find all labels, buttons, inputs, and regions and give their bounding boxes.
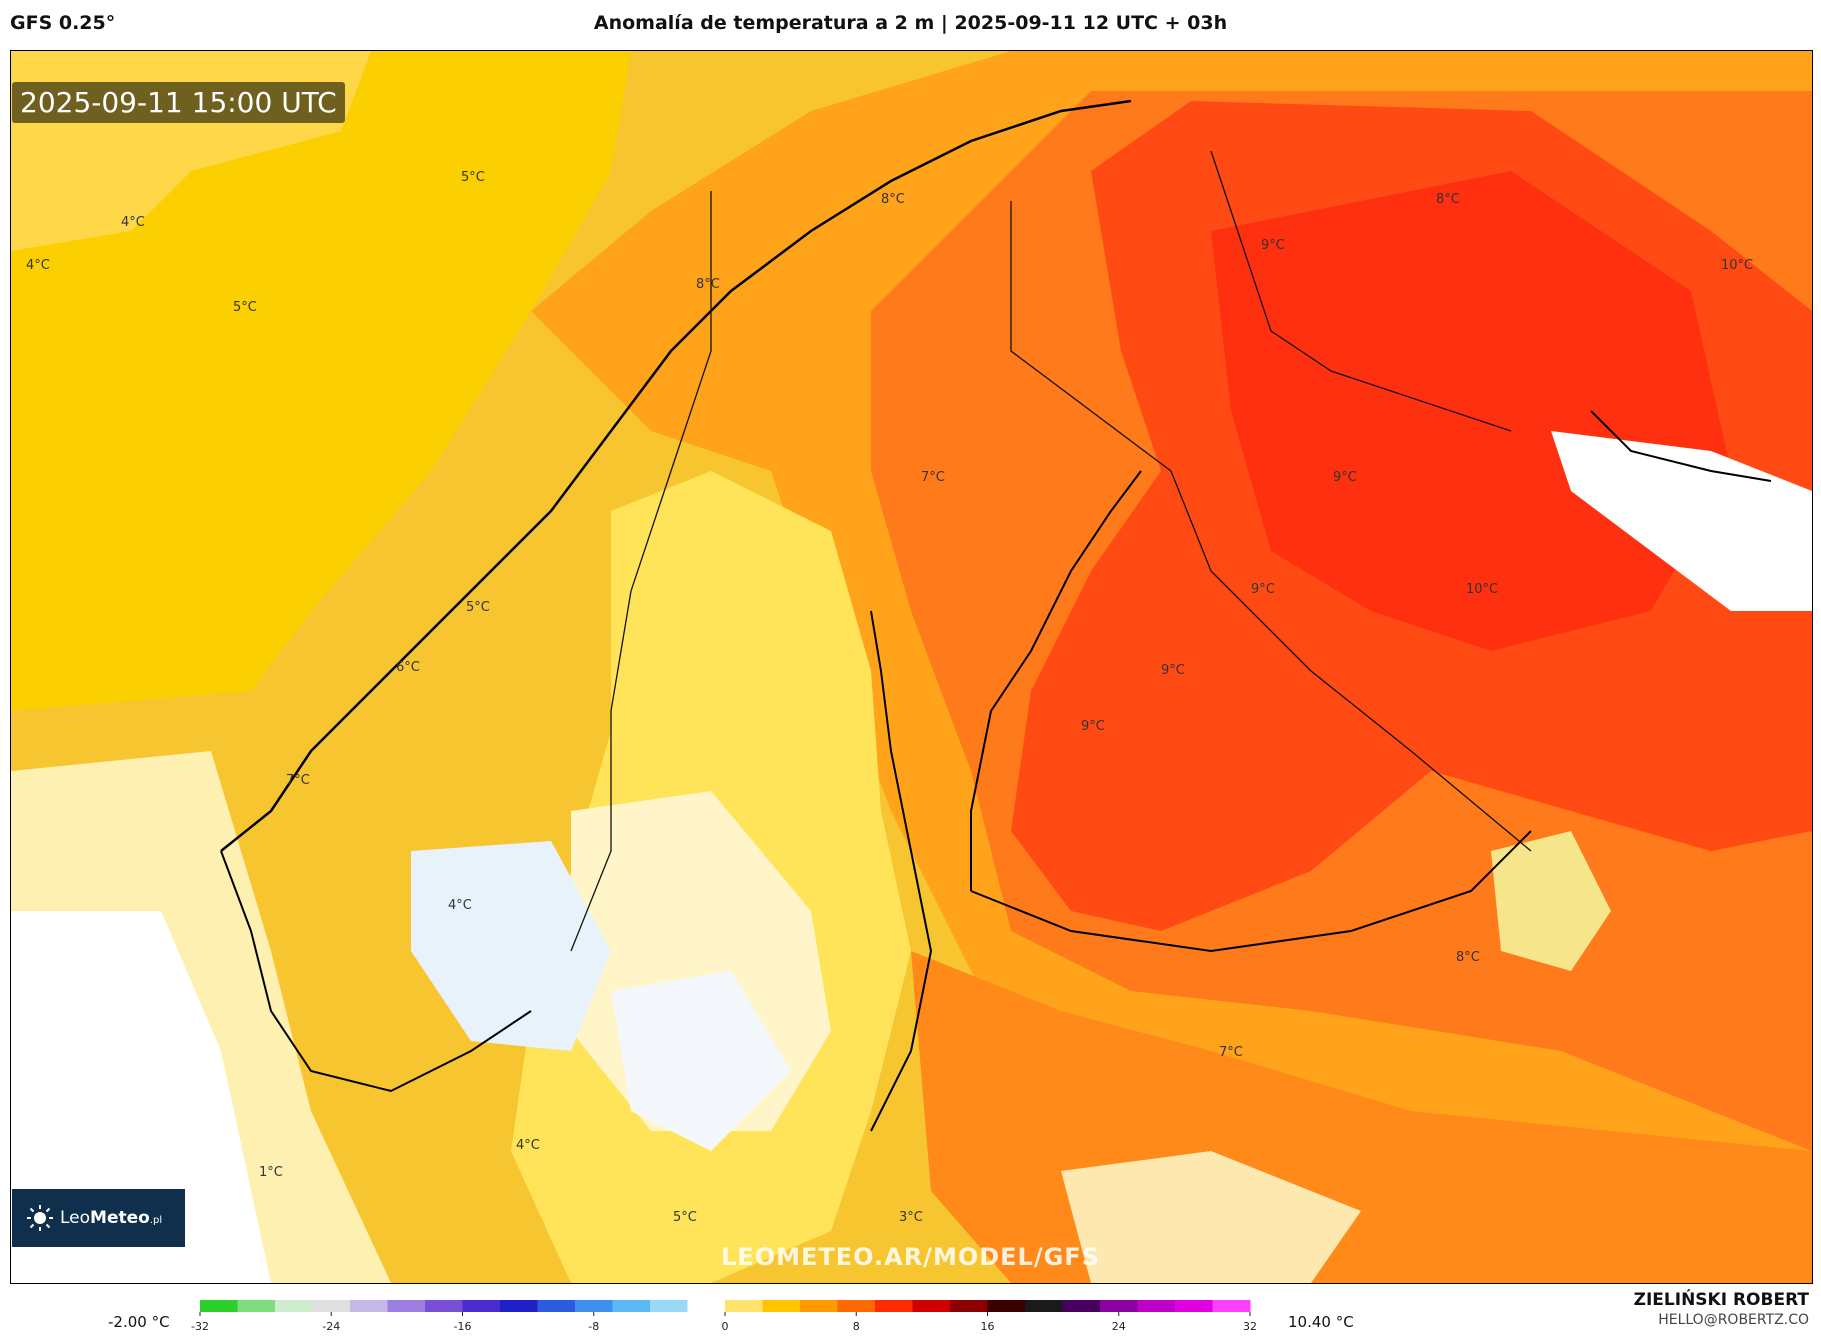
model-url-watermark: LEOMETEO.AR/MODEL/GFS: [721, 1243, 1100, 1271]
colorbar-tick-label: -24: [322, 1320, 340, 1333]
colorbar-segment: [1175, 1300, 1213, 1312]
colorbar-segment: [875, 1300, 913, 1312]
temperature-label: 7°C: [286, 773, 310, 788]
temperature-label: 10°C: [1721, 258, 1753, 273]
colorbar-segment: [200, 1300, 238, 1312]
leometeo-logo[interactable]: LeoMeteo.pl: [12, 1189, 185, 1247]
map-title: Anomalía de temperatura a 2 m | 2025-09-…: [593, 12, 1228, 34]
colorbar-segment: [762, 1300, 801, 1312]
colorbar-tick-label: 0: [722, 1320, 729, 1333]
colorbar-segment: [687, 1300, 726, 1312]
colorbar-segment: [650, 1300, 688, 1312]
temperature-label: 9°C: [1261, 238, 1285, 253]
temperature-label: 5°C: [233, 300, 257, 315]
colorbar-segment: [725, 1300, 763, 1312]
temperature-label: 5°C: [466, 600, 490, 615]
colorbar-tick-label: -8: [588, 1320, 599, 1333]
temperature-label: 9°C: [1333, 470, 1357, 485]
author-credit: ZIELIŃSKI ROBERT HELLO@ROBERTZ.CO: [1634, 1290, 1809, 1328]
colorbar-segment: [800, 1300, 838, 1312]
anomaly-map[interactable]: 5°C 4°C 4°C 5°C 8°C 8°C 9°C 8°C 10°C 7°C 9°C 9°C 10°…: [10, 50, 1813, 1284]
sun-icon: [27, 1205, 53, 1231]
colorbar: -32 -24 -16 -8 0 8 16 24 32: [191, 1300, 1257, 1333]
temperature-label: 9°C: [1251, 582, 1275, 597]
colorbar-segment: [537, 1300, 576, 1312]
temperature-label: 10°C: [1466, 582, 1498, 597]
colorbar-segment: [837, 1300, 876, 1312]
colorbar-segment: [1137, 1300, 1176, 1312]
map-canvas: 5°C 4°C 4°C 5°C 8°C 8°C 9°C 8°C 10°C 7°C 9°C 9°C 10°…: [11, 51, 1812, 1283]
temperature-label: 7°C: [1219, 1045, 1243, 1060]
colorbar-segment: [575, 1300, 613, 1312]
temperature-label: 5°C: [673, 1210, 697, 1225]
colorbar-segment: [425, 1300, 463, 1312]
temperature-label: 8°C: [881, 192, 905, 207]
temperature-label: 5°C: [461, 170, 485, 185]
colorbar-segment: [1025, 1300, 1063, 1312]
colorbar-segment: [1062, 1300, 1101, 1312]
temperature-label: 4°C: [448, 898, 472, 913]
logo-wordmark: LeoMeteo.pl: [60, 1208, 163, 1228]
colorbar-segment: [350, 1300, 388, 1312]
colorbar-tick-label: 24: [1112, 1320, 1126, 1333]
colorbar-segment: [950, 1300, 988, 1312]
temperature-label: 9°C: [1081, 719, 1105, 734]
temperature-label: 7°C: [921, 470, 945, 485]
temperature-label: 4°C: [26, 258, 50, 273]
colorbar-segment: [462, 1300, 501, 1312]
colorbar-tick-label: 16: [981, 1320, 995, 1333]
temperature-label: 1°C: [259, 1165, 283, 1180]
colorbar-segment: [275, 1300, 313, 1312]
temperature-label: 9°C: [1161, 663, 1185, 678]
valid-time-badge: 2025-09-11 15:00 UTC: [12, 82, 345, 123]
temperature-label: 8°C: [1436, 192, 1460, 207]
colorbar-segment: [387, 1300, 426, 1312]
temperature-label: 4°C: [516, 1138, 540, 1153]
author-email[interactable]: HELLO@ROBERTZ.CO: [1658, 1312, 1809, 1328]
colorbar-segment: [612, 1300, 651, 1312]
temperature-label: 8°C: [1456, 950, 1480, 965]
colorbar-segment: [1100, 1300, 1138, 1312]
author-name: ZIELIŃSKI ROBERT: [1633, 1290, 1809, 1310]
colorbar-segment: [312, 1300, 351, 1312]
colorbar-segment: [237, 1300, 276, 1312]
colorbar-segment: [987, 1300, 1026, 1312]
temperature-label: 3°C: [899, 1210, 923, 1225]
model-name: GFS 0.25°: [10, 12, 116, 34]
colorbar-tick-label: -16: [454, 1320, 472, 1333]
colorbar-min-label: -2.00 °C: [108, 1313, 170, 1331]
colorbar-max-label: 10.40 °C: [1288, 1313, 1354, 1331]
colorbar-tick-label: 8: [853, 1320, 860, 1333]
temperature-label: 6°C: [396, 660, 420, 675]
colorbar-tick-label: 32: [1243, 1320, 1257, 1333]
colorbar-segment: [1212, 1300, 1251, 1312]
colorbar-tick-label: -32: [191, 1320, 209, 1333]
temperature-label: 8°C: [696, 277, 720, 292]
colorbar-segment: [912, 1300, 951, 1312]
colorbar-segment: [500, 1300, 538, 1312]
temperature-label: 4°C: [121, 215, 145, 230]
